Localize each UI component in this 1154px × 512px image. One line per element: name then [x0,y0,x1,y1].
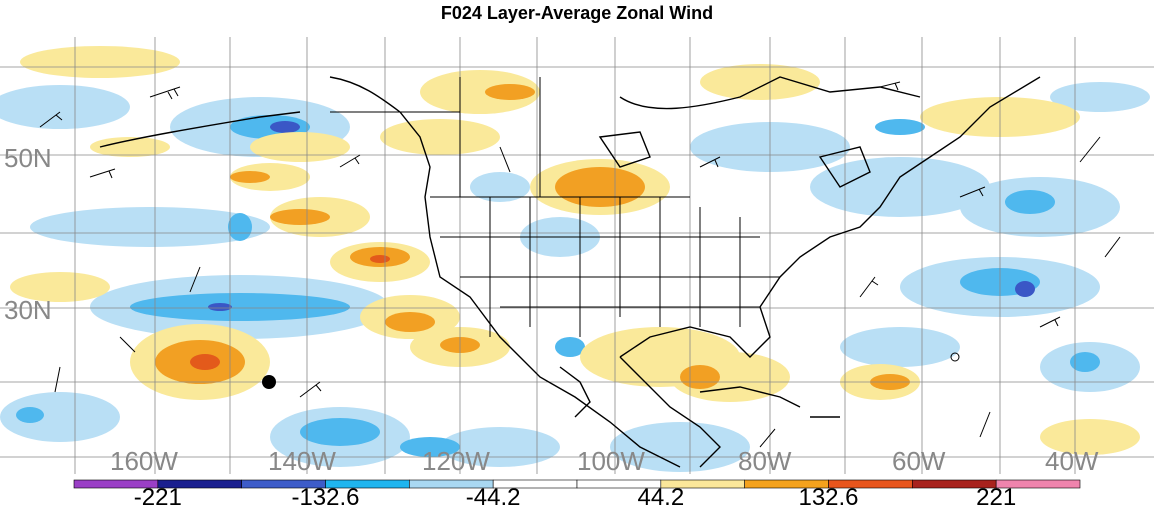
latitude-label: 30N [4,295,52,325]
longitude-label: 80W [738,446,792,476]
latitude-label: 50N [4,143,52,173]
legend-label: -132.6 [291,484,360,511]
legend-label: -44.2 [465,484,521,511]
legend-label: 132.6 [798,484,859,511]
political-borders [330,77,780,337]
longitude-label: 60W [892,446,946,476]
longitude-label: 140W [268,446,336,476]
color-legend [73,479,1081,489]
legend-label: -221 [133,484,182,511]
longitude-label: 100W [577,446,645,476]
zonal-wind-shading [0,46,1150,472]
longitude-label: 160W [110,446,178,476]
wind-barbs [39,81,1121,448]
longitude-label: 40W [1045,446,1099,476]
map-title: F024 Layer-Average Zonal Wind [440,3,714,23]
legend-label: 221 [976,484,1017,511]
legend-label: 44.2 [637,484,685,511]
weather-map [0,37,1154,474]
station-marker-open [950,352,960,362]
lat-lon-grid [0,37,1154,474]
legend-swatch [995,479,1081,489]
longitude-label: 120W [422,446,490,476]
coastlines [99,76,1041,468]
station-marker [262,375,276,389]
